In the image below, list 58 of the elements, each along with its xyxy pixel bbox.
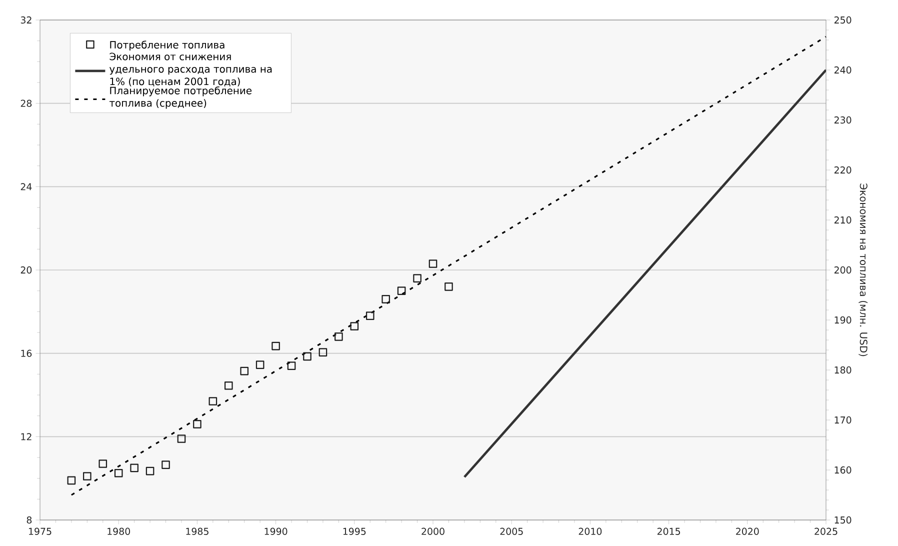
y2-tick-label: 170: [834, 416, 852, 424]
y-tick-label: 20: [20, 266, 32, 274]
x-tick-label: 2025: [814, 528, 838, 535]
point: [177, 434, 186, 443]
point: [334, 332, 343, 341]
x-tick-label: 2010: [578, 528, 602, 535]
legend-label: Экономия от снижения удельного расхода топлива на 1% (по ценам 2001 года): [109, 52, 272, 86]
point: [318, 348, 328, 356]
y2-tick-label: 190: [834, 316, 852, 324]
y2-tick-label: 210: [834, 216, 852, 224]
point: [428, 260, 438, 268]
x-tick-label: 2020: [736, 528, 759, 535]
y2-tick-label: 220: [834, 166, 852, 174]
legend-label: Потребление топлива: [110, 40, 224, 51]
y2-tick-label: 180: [834, 366, 852, 374]
point: [444, 282, 453, 291]
y2-tick-label: 150: [834, 516, 852, 524]
y2-tick-label: 230: [834, 116, 852, 124]
point: [397, 286, 406, 295]
point: [130, 464, 138, 472]
x-tick-label: 1980: [108, 528, 130, 535]
y2-tick-label: 240: [834, 66, 852, 74]
point: [67, 476, 76, 485]
point: [303, 352, 312, 361]
x-tick-label: 1985: [186, 528, 208, 535]
point: [413, 274, 422, 282]
y2-axis-title: Экономия на топлива (млн. USD): [858, 184, 868, 356]
x-tick-label: 2005: [500, 528, 523, 535]
y2-tick-label: 160: [834, 466, 852, 474]
x-tick-label: 1990: [264, 528, 288, 535]
y-tick-label: 8: [26, 516, 32, 524]
point: [256, 360, 264, 369]
y2-tick-label: 250: [834, 16, 852, 24]
point: [114, 468, 123, 478]
point: [366, 312, 374, 320]
point: [83, 472, 92, 480]
point: [146, 466, 154, 476]
y-tick-label: 16: [21, 350, 32, 357]
point: [98, 460, 108, 468]
y-tick-label: 32: [20, 16, 32, 24]
point: [272, 342, 280, 350]
legend-label: Планируемое потребление топлива (среднее): [109, 86, 252, 109]
point: [208, 397, 218, 406]
y2-tick-label: 200: [834, 266, 852, 274]
point: [162, 460, 170, 469]
point: [224, 381, 233, 390]
x-tick-label: 1975: [29, 528, 52, 535]
point: [193, 420, 202, 428]
y-tick-label: 24: [20, 183, 32, 190]
point: [240, 366, 249, 376]
y-tick-label: 12: [21, 433, 32, 440]
x-tick-label: 2015: [657, 528, 680, 535]
point: [287, 362, 296, 370]
y-tick-label: 28: [20, 100, 32, 107]
x-tick-label: 2000: [422, 528, 444, 535]
x-tick-label: 1995: [343, 528, 366, 535]
point: [382, 295, 390, 304]
point: [350, 322, 359, 330]
